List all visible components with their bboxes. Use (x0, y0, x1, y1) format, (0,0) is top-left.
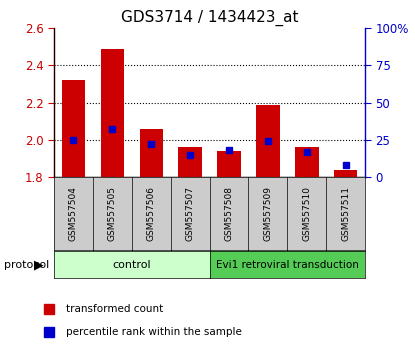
Bar (101, 49, 124, 177)
Bar (62, 80, 85, 177)
Text: GSM557507: GSM557507 (186, 186, 195, 241)
Bar (139, 129, 163, 177)
Text: transformed count: transformed count (66, 304, 164, 314)
Text: control: control (112, 259, 151, 270)
Text: GSM557508: GSM557508 (225, 186, 234, 241)
Bar (295, 147, 319, 177)
Text: percentile rank within the sample: percentile rank within the sample (66, 327, 242, 337)
Text: GSM557509: GSM557509 (264, 186, 272, 241)
Text: GSM557505: GSM557505 (108, 186, 117, 241)
Title: GDS3714 / 1434423_at: GDS3714 / 1434423_at (121, 9, 298, 25)
Bar (256, 104, 280, 177)
Text: GSM557506: GSM557506 (147, 186, 156, 241)
Text: Evi1 retroviral transduction: Evi1 retroviral transduction (216, 259, 359, 270)
Text: GSM557511: GSM557511 (341, 186, 350, 241)
Bar (178, 147, 202, 177)
Text: GSM557504: GSM557504 (69, 186, 78, 241)
Text: protocol: protocol (4, 259, 49, 270)
Bar (217, 151, 241, 177)
Text: ▶: ▶ (34, 258, 44, 271)
Bar (334, 170, 357, 177)
Text: GSM557510: GSM557510 (303, 186, 311, 241)
